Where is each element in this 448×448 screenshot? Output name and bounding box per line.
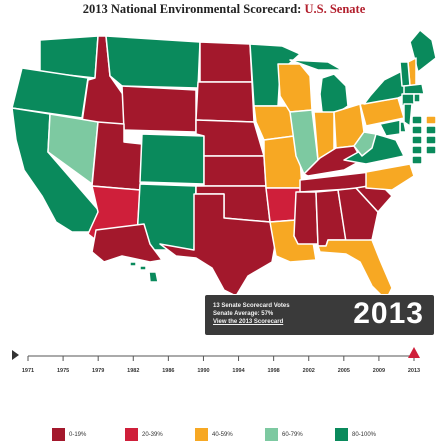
banner-vote-count: 13 Senate Scorecard Votes — [213, 303, 290, 309]
legend-swatch — [52, 428, 65, 441]
timeline-year-label[interactable]: 1979 — [92, 368, 104, 374]
map-title: 2013 National Environmental Scorecard: U… — [0, 2, 448, 17]
small-state-box-ma[interactable] — [411, 125, 423, 135]
legend-item-80-100: 80-100% — [335, 428, 376, 441]
state-wy[interactable] — [121, 85, 197, 133]
state-fl[interactable] — [317, 239, 393, 294]
state-ri[interactable] — [413, 93, 421, 103]
legend: 0-19% 20-39% 40-59% 60-79% 80-100% — [0, 428, 448, 448]
legend-label: 80-100% — [352, 431, 377, 438]
legend-item-60-79: 60-79% — [265, 428, 303, 441]
small-state-box-nj[interactable] — [425, 135, 437, 145]
legend-label: 0-19% — [69, 431, 87, 438]
state-md[interactable] — [379, 119, 401, 137]
legend-label: 60-79% — [282, 431, 303, 438]
state-vt[interactable] — [399, 61, 411, 87]
timeline-year-label[interactable]: 2009 — [373, 368, 385, 374]
state-ut[interactable] — [91, 121, 143, 191]
timeline-year-label[interactable]: 2002 — [303, 368, 315, 374]
view-scorecard-link[interactable]: View the 2013 Scorecard — [213, 319, 284, 325]
timeline-year-label[interactable]: 1982 — [127, 368, 139, 374]
timeline-year-label[interactable]: 2005 — [338, 368, 350, 374]
legend-item-20-39: 20-39% — [125, 428, 163, 441]
timeline-year-label[interactable]: 2013 — [408, 368, 420, 374]
map-title-chamber: U.S. Senate — [304, 2, 366, 16]
map-title-main: 2013 National Environmental Scorecard: — [82, 2, 302, 16]
legend-swatch — [265, 428, 278, 441]
legend-label: 40-59% — [212, 431, 233, 438]
legend-item-0-19: 0-19% — [52, 428, 86, 441]
state-ct[interactable] — [401, 93, 415, 107]
banner-year: 2013 — [353, 297, 424, 330]
small-state-boxes — [411, 115, 437, 165]
state-mt[interactable] — [105, 35, 201, 89]
small-state-box-md[interactable] — [425, 145, 437, 155]
state-ne[interactable] — [195, 119, 265, 157]
state-wv[interactable] — [353, 131, 377, 157]
play-icon[interactable] — [12, 350, 19, 360]
small-state-box-nh[interactable] — [425, 115, 437, 125]
small-state-box-vt[interactable] — [411, 115, 423, 125]
banner-senate-average: Senate Average: 57% — [213, 311, 274, 317]
small-state-box-ct[interactable] — [411, 135, 423, 145]
state-nc[interactable] — [365, 163, 415, 191]
legend-swatch — [195, 428, 208, 441]
state-ma[interactable] — [403, 83, 425, 95]
small-state-box-dc[interactable] — [411, 155, 423, 165]
state-tx[interactable] — [159, 193, 277, 294]
timeline-year-label[interactable]: 1975 — [57, 368, 69, 374]
state-nd[interactable] — [199, 41, 253, 83]
legend-item-40-59: 40-59% — [195, 428, 233, 441]
timeline-year-label[interactable]: 1994 — [232, 368, 245, 374]
small-state-box-de[interactable] — [411, 145, 423, 155]
year-timeline[interactable]: 1971 1975 1979 1982 1986 1990 1994 1998 2002 2005… — [0, 340, 448, 386]
state-hi[interactable] — [129, 261, 159, 283]
timeline-year-label[interactable]: 1971 — [22, 368, 34, 374]
banner-details: 13 Senate Scorecard Votes Senate Average… — [213, 302, 290, 326]
legend-label: 20-39% — [142, 431, 163, 438]
timeline-year-label[interactable]: 1986 — [162, 368, 174, 374]
small-state-box-ri[interactable] — [425, 125, 437, 135]
state-wi[interactable] — [277, 63, 313, 113]
state-ak[interactable] — [91, 223, 163, 263]
state-nj[interactable] — [403, 103, 413, 127]
timeline-marker-icon[interactable] — [408, 347, 420, 358]
state-co[interactable] — [139, 133, 205, 185]
legend-swatch — [125, 428, 138, 441]
state-ms[interactable] — [293, 191, 319, 245]
year-banner: 13 Senate Scorecard Votes Senate Average… — [205, 295, 434, 335]
state-ks[interactable] — [203, 155, 267, 187]
us-state-map — [11, 29, 437, 294]
timeline-year-label[interactable]: 1998 — [268, 368, 280, 374]
legend-swatch — [335, 428, 348, 441]
state-ia[interactable] — [253, 105, 295, 141]
state-sd[interactable] — [195, 81, 255, 123]
timeline-year-label[interactable]: 1990 — [197, 368, 209, 374]
